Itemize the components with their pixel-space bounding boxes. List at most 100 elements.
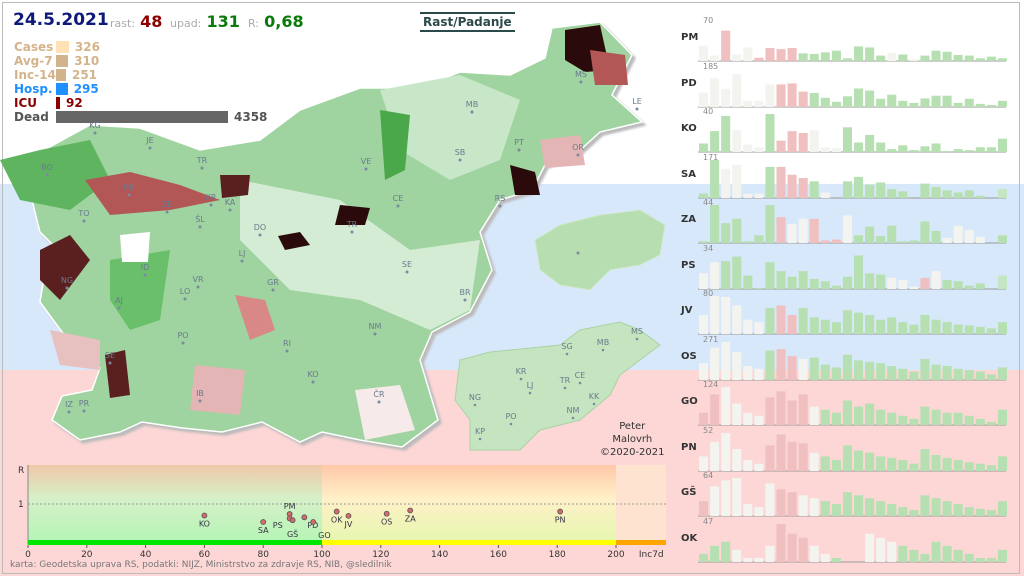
rast-label: rast: <box>110 17 136 30</box>
region-row-gš: GŠ 64 <box>678 471 1008 517</box>
day-bar <box>865 315 875 334</box>
point-ok[interactable] <box>333 508 340 515</box>
day-bar <box>975 236 985 243</box>
region-bar-chart <box>698 432 1007 471</box>
day-bar <box>710 347 720 380</box>
day-bar <box>920 448 930 471</box>
day-bar <box>942 95 952 107</box>
day-bar <box>898 279 908 289</box>
stat-bar <box>56 97 60 109</box>
day-bar <box>732 164 742 198</box>
region-darkred <box>40 235 90 300</box>
day-bar <box>743 193 753 198</box>
region-code: OS <box>681 350 697 362</box>
day-bar <box>798 133 808 152</box>
region-bar-chart <box>698 523 1007 562</box>
region-max: 34 <box>703 243 714 253</box>
stat-cases: Cases 326 <box>14 40 100 54</box>
source-note: karta: Geodetska uprava RS, podatki: NIJ… <box>10 560 392 570</box>
map-label: GR <box>267 278 279 287</box>
day-bar <box>964 285 974 289</box>
region-bar-chart <box>698 159 1007 198</box>
day-bar <box>743 100 753 107</box>
region-pink <box>235 295 275 340</box>
day-bar <box>876 362 886 380</box>
map-label-dot <box>396 204 400 208</box>
credit-author-last: Malovrh <box>612 434 653 445</box>
day-bar <box>876 409 886 425</box>
day-bar <box>743 144 753 152</box>
inset-center-dot <box>576 251 580 255</box>
day-bar <box>953 412 963 425</box>
point-ko[interactable] <box>201 512 208 519</box>
day-bar <box>997 188 1007 198</box>
map-label: KO <box>307 370 318 379</box>
point-os[interactable] <box>383 510 390 517</box>
day-bar <box>876 142 886 152</box>
point-za[interactable] <box>407 507 414 514</box>
map-label: JE <box>145 136 153 145</box>
point-label: OS <box>381 518 392 527</box>
point-pn[interactable] <box>557 508 564 515</box>
region-bar-chart <box>698 30 1007 62</box>
point-pd[interactable] <box>301 514 308 521</box>
map-label-dot <box>143 273 147 277</box>
day-bar <box>854 88 864 107</box>
day-bar <box>765 261 775 289</box>
day-bar <box>920 146 930 152</box>
day-bar <box>865 403 875 425</box>
stat-bar <box>56 41 69 53</box>
day-bar <box>876 273 886 289</box>
map-label-dot <box>635 107 639 111</box>
credit: Peter Malovrh ©2020-2021 <box>600 420 665 459</box>
map-label-dot <box>198 399 202 403</box>
map-label: IZ <box>65 400 73 409</box>
map: KG JE BO BB TR ŽE KR KA ŠL TO DO LJ ID VR GR NG AJ LO PO SE… <box>0 21 666 451</box>
point-jv[interactable] <box>345 512 352 519</box>
map-label-dot <box>82 219 86 223</box>
map-label: LE <box>632 97 642 106</box>
day-bar <box>953 280 963 289</box>
day-bar <box>865 184 875 198</box>
map-label: BO <box>41 163 53 172</box>
stat-bar <box>56 69 66 81</box>
region-row-jv: JV 80 <box>678 289 1008 335</box>
map-label: TR <box>196 156 208 165</box>
region-bar-chart <box>698 341 1007 380</box>
day-bar <box>887 457 897 471</box>
inset-label: NM <box>567 406 580 415</box>
day-bar <box>931 319 941 334</box>
point-go[interactable] <box>310 519 317 525</box>
day-bar <box>997 100 1007 107</box>
stat-icu: ICU 92 <box>14 96 83 110</box>
region-darkred <box>335 205 370 225</box>
map-label: MB <box>466 100 478 109</box>
inset-label-dot <box>635 337 639 341</box>
region-bar-chart <box>698 205 1007 244</box>
day-bar <box>898 322 908 334</box>
day-bar <box>831 148 841 152</box>
stat-bar <box>56 83 68 95</box>
point-sa[interactable] <box>260 519 267 525</box>
day-bar <box>953 225 963 243</box>
day-bar <box>865 533 875 562</box>
map-label: ŽE <box>162 198 173 209</box>
map-label-dot <box>198 225 202 229</box>
point-gš[interactable] <box>289 517 296 524</box>
day-bar <box>942 501 952 516</box>
map-label: SE <box>105 351 115 360</box>
day-bar <box>942 412 952 425</box>
day-bar <box>710 261 720 289</box>
day-bar <box>798 537 808 562</box>
region-max: 44 <box>703 198 714 207</box>
region-row-ko: KO 40 <box>678 107 1008 153</box>
day-bar <box>909 240 919 243</box>
day-bar <box>986 56 996 61</box>
stat-label: ICU <box>14 96 38 110</box>
map-label-dot <box>127 193 131 197</box>
map-label-dot <box>576 153 580 157</box>
day-bar <box>831 557 841 562</box>
region-green <box>380 110 410 180</box>
inset-label-dot <box>578 381 582 385</box>
day-bar <box>953 549 963 562</box>
